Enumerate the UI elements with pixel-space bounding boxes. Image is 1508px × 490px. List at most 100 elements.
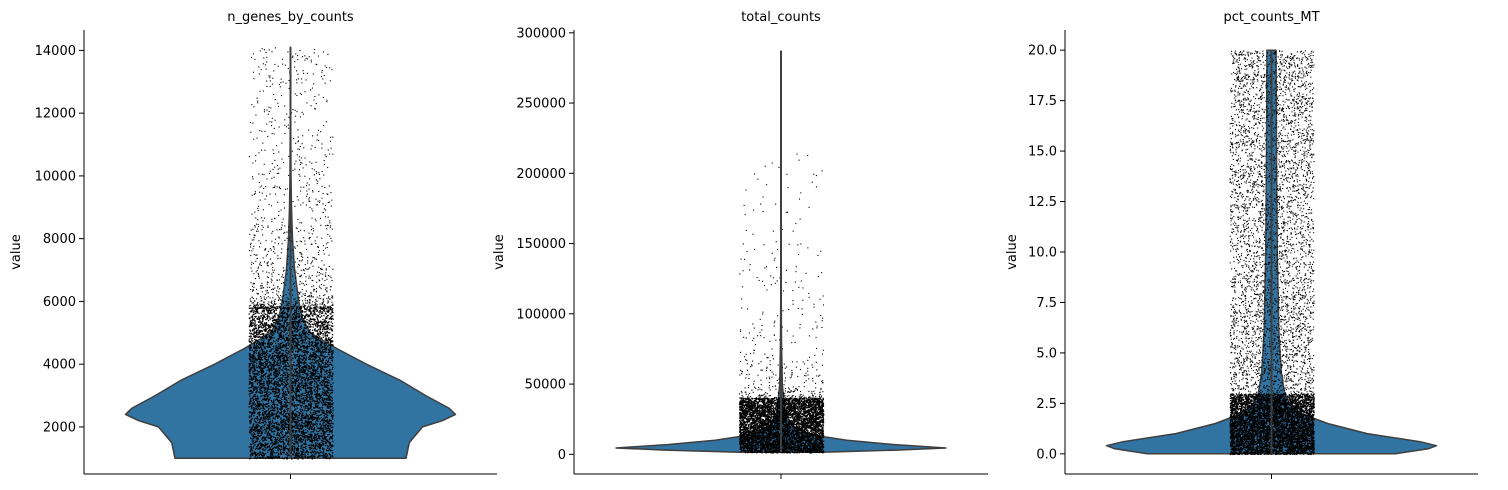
data-point	[261, 327, 263, 329]
data-point	[278, 456, 280, 458]
data-point	[325, 331, 328, 333]
data-point	[292, 429, 295, 431]
data-point	[314, 453, 316, 455]
data-point	[272, 308, 274, 311]
data-point	[314, 358, 316, 360]
data-point	[278, 333, 281, 336]
data-point	[281, 425, 283, 427]
data-point	[317, 332, 319, 334]
data-point	[312, 309, 315, 311]
data-point	[282, 360, 285, 362]
data-point	[250, 402, 252, 405]
data-point	[322, 387, 324, 389]
data-point	[252, 363, 254, 365]
data-point	[308, 314, 310, 316]
data-point	[325, 393, 327, 395]
data-point	[275, 413, 277, 416]
data-point	[319, 375, 321, 377]
data-point	[298, 378, 300, 380]
data-point	[295, 370, 297, 372]
data-point	[277, 445, 279, 447]
data-point	[325, 431, 327, 433]
data-point	[291, 417, 293, 419]
data-point	[309, 352, 312, 354]
data-point	[306, 352, 308, 355]
data-point	[311, 409, 313, 411]
data-point	[282, 326, 284, 328]
data-point	[319, 452, 321, 454]
data-point	[305, 366, 307, 369]
data-point	[250, 390, 253, 392]
data-point	[330, 355, 332, 358]
data-point	[277, 383, 279, 385]
data-point	[277, 338, 279, 340]
data-point	[260, 364, 262, 366]
data-point	[300, 450, 302, 452]
data-point	[325, 378, 327, 380]
data-point	[266, 381, 268, 383]
data-point	[322, 362, 324, 364]
data-point	[279, 435, 281, 437]
data-point	[327, 310, 329, 312]
data-point	[266, 363, 268, 365]
data-point	[252, 433, 254, 435]
data-point	[273, 410, 275, 412]
data-point	[328, 388, 330, 390]
data-point	[328, 448, 330, 450]
data-point	[267, 408, 270, 410]
data-point	[325, 423, 328, 426]
data-point	[262, 325, 265, 327]
data-point	[302, 417, 304, 419]
data-point	[273, 361, 275, 364]
data-point	[291, 424, 293, 426]
data-point	[326, 409, 328, 412]
data-point	[251, 392, 253, 394]
data-point	[309, 321, 311, 323]
data-point	[326, 401, 329, 404]
data-point	[286, 401, 288, 404]
data-point	[283, 331, 286, 333]
data-point	[273, 422, 275, 424]
data-point	[310, 388, 312, 391]
data-point	[332, 409, 334, 411]
data-point	[309, 358, 311, 361]
data-point	[280, 329, 282, 332]
data-point	[310, 428, 312, 430]
data-point	[323, 437, 326, 439]
data-point	[281, 324, 283, 326]
data-point	[326, 369, 328, 372]
data-point	[254, 324, 256, 326]
data-point	[262, 317, 264, 320]
data-point	[307, 373, 309, 375]
data-point	[314, 446, 317, 448]
data-point	[284, 329, 286, 332]
data-point	[301, 355, 303, 357]
data-point	[277, 318, 279, 321]
data-point	[329, 448, 331, 450]
data-point	[287, 441, 290, 443]
data-point	[293, 425, 296, 428]
data-point	[304, 324, 307, 327]
data-point	[316, 386, 318, 388]
data-point	[271, 319, 274, 322]
data-point	[262, 414, 264, 416]
data-point	[323, 323, 325, 326]
data-point	[305, 384, 307, 386]
data-point	[259, 363, 261, 366]
data-point	[279, 343, 282, 345]
data-point	[327, 414, 329, 416]
data-point	[261, 370, 263, 372]
data-point	[302, 359, 304, 361]
data-point	[304, 340, 306, 342]
data-point	[283, 410, 285, 412]
data-point	[270, 421, 272, 424]
data-point	[266, 359, 268, 361]
data-point	[260, 344, 262, 346]
data-point	[284, 317, 286, 319]
data-point	[263, 436, 265, 438]
data-point	[274, 309, 276, 312]
data-point	[283, 447, 285, 450]
data-point	[261, 376, 263, 378]
data-point	[279, 335, 281, 337]
data-point	[266, 389, 268, 391]
